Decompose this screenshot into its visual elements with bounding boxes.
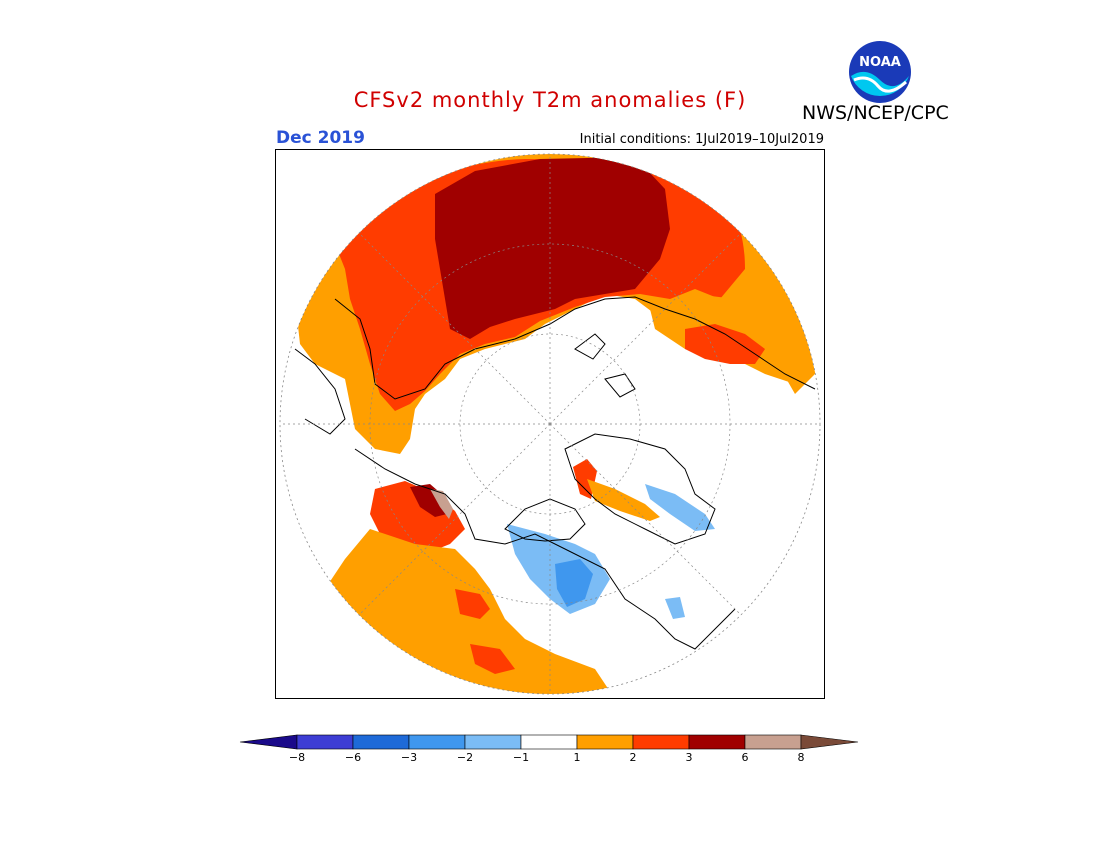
polar-map xyxy=(275,149,825,699)
colorbar: −8 −6 −3 −2 −1 1 2 3 6 8 xyxy=(239,734,859,764)
colorbar-tick-label: 2 xyxy=(630,751,637,764)
colorbar-swatch xyxy=(352,734,410,750)
noaa-logo: NOAA xyxy=(849,41,911,103)
forecast-month-label: Dec 2019 xyxy=(276,128,365,148)
colorbar-swatch xyxy=(464,734,522,750)
anomaly-region-siberia-darkred xyxy=(435,157,670,339)
colorbar-tick-label: 3 xyxy=(686,751,693,764)
agency-label: NWS/NCEP/CPC xyxy=(802,102,949,124)
colorbar-swatch xyxy=(296,734,354,750)
colorbar-tick-label: −3 xyxy=(401,751,417,764)
colorbar-tick-label: 6 xyxy=(742,751,749,764)
anomaly-region-alaska-red xyxy=(370,481,465,554)
colorbar-tick-label: −1 xyxy=(513,751,529,764)
colorbar-tick-label: −6 xyxy=(345,751,361,764)
colorbar-swatch xyxy=(744,734,802,750)
colorbar-swatch xyxy=(520,734,578,750)
anomaly-region-greenland-orange xyxy=(587,479,660,521)
anomaly-region-scandinavia-red xyxy=(685,324,765,364)
colorbar-swatch xyxy=(688,734,746,750)
colorbar-arrow-low xyxy=(239,734,298,750)
anomaly-region-alaska-brown xyxy=(430,489,453,519)
colorbar-swatch xyxy=(408,734,466,750)
graticule xyxy=(280,154,820,694)
map-boundary-circle xyxy=(279,153,821,695)
anomaly-field xyxy=(295,154,820,694)
anomaly-region-canada-red xyxy=(455,589,490,619)
colorbar-swatch xyxy=(632,734,690,750)
initial-conditions-label: Initial conditions: 1Jul2019–10Jul2019 xyxy=(579,132,824,147)
noaa-logo-text: NOAA xyxy=(859,55,901,70)
anomaly-region-hudson-lightblue xyxy=(665,597,685,619)
colorbar-arrow-high xyxy=(800,734,859,750)
anomaly-region-canada-blue xyxy=(555,559,593,607)
colorbar-ticks: −8 −6 −3 −2 −1 1 2 3 6 8 xyxy=(289,751,805,764)
colorbar-swatch xyxy=(576,734,634,750)
anomaly-region-greenland-lightblue xyxy=(645,484,715,531)
colorbar-tick-label: 8 xyxy=(798,751,805,764)
colorbar-tick-label: −2 xyxy=(457,751,473,764)
anomaly-region-canada-red-2 xyxy=(470,644,515,674)
map-title: CFSv2 monthly T2m anomalies (F) xyxy=(353,88,747,112)
colorbar-tick-label: −8 xyxy=(289,751,305,764)
colorbar-tick-label: 1 xyxy=(574,751,581,764)
colorbar-swatches xyxy=(239,734,859,750)
